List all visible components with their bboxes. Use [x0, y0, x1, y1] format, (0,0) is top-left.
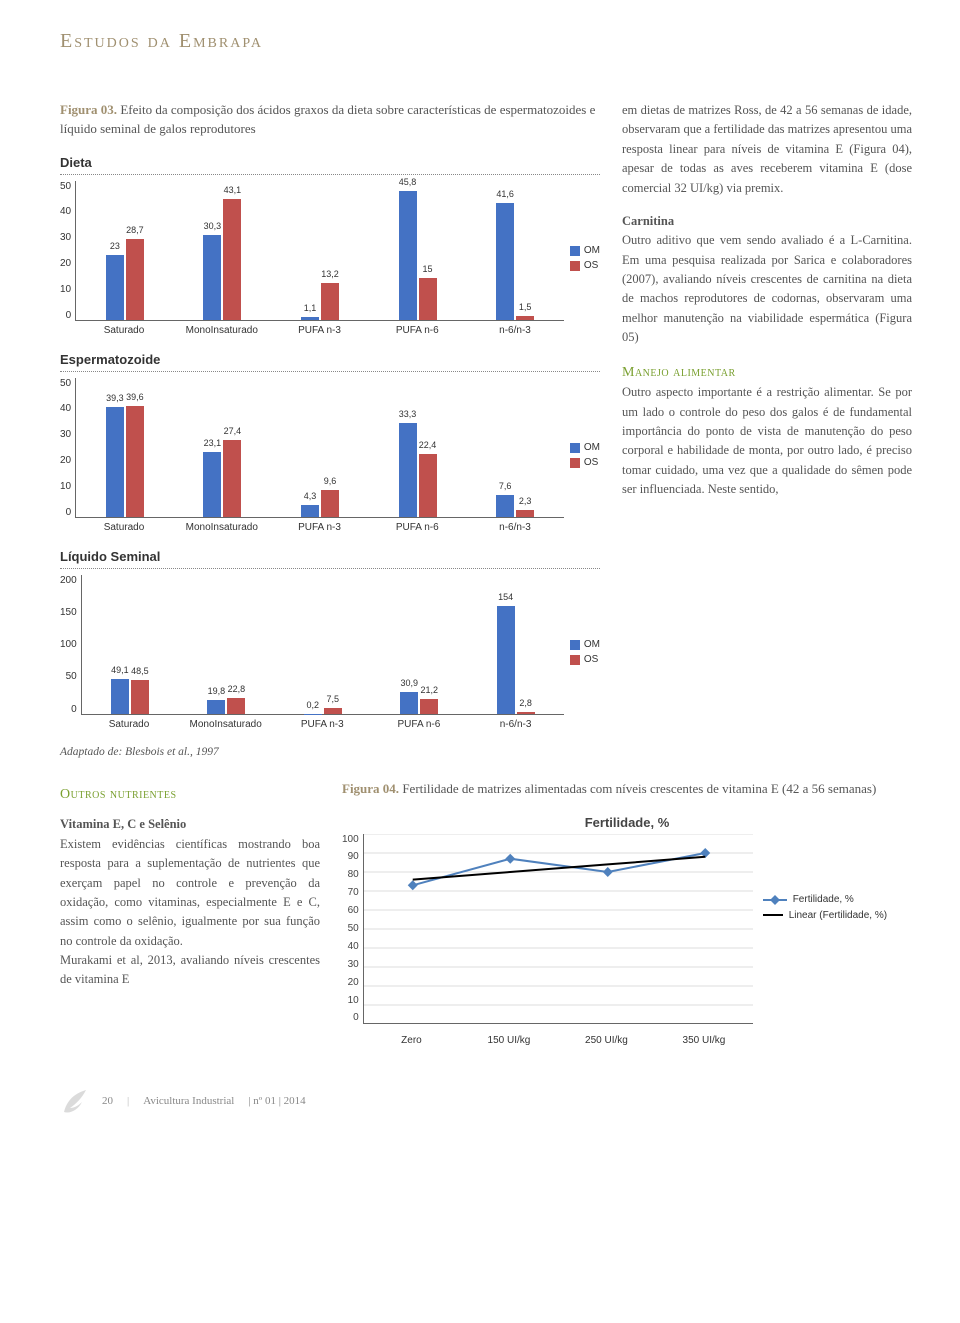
manejo-head: Manejo alimentar — [622, 362, 912, 384]
lower-p1: Existem evidências científicas mostrando… — [60, 835, 320, 951]
right-p1: em dietas de matrizes Ross, de 42 a 56 s… — [622, 101, 912, 198]
lower-p2: Murakami et al, 2013, avaliando níveis c… — [60, 951, 320, 990]
bar-om: 7,6 — [496, 495, 514, 516]
bar-om: 1,1 — [301, 317, 319, 320]
figure-4-lead: Figura 04. — [342, 781, 399, 796]
right-p2: Outro aditivo que vem sendo avaliado é a… — [622, 231, 912, 347]
bar-om: 30,3 — [203, 235, 221, 320]
source-caption: Adaptado de: Blesbois et al., 1997 — [60, 746, 600, 758]
bar-om: 41,6 — [496, 203, 514, 319]
figure-3-lead: Figura 03. — [60, 102, 117, 117]
figure-4-caption: Figura 04. Fertilidade de matrizes alime… — [342, 780, 912, 799]
bar-os: 13,2 — [321, 283, 339, 320]
bar-os: 22,4 — [419, 454, 437, 517]
bar-os: 9,6 — [321, 490, 339, 517]
figure-3-caption: Figura 03. Efeito da composição dos ácid… — [60, 101, 600, 139]
chart-dieta: Dieta504030201002328,730,343,11,113,245,… — [60, 155, 600, 336]
bar-os: 2,8 — [517, 712, 535, 714]
bar-om: 45,8 — [399, 191, 417, 319]
carnitina-head: Carnitina — [622, 212, 912, 231]
bar-om: 4,3 — [301, 505, 319, 517]
bar-om: 23 — [106, 255, 124, 319]
bar-om: 154 — [497, 606, 515, 714]
bar-os: 28,7 — [126, 239, 144, 319]
chart-title: Líquido Seminal — [60, 549, 600, 569]
lower-left-column: Outros nutrientes Vitamina E, C e Selêni… — [60, 780, 320, 1046]
bar-om: 49,1 — [111, 679, 129, 713]
bar-os: 39,6 — [126, 406, 144, 517]
bar-om: 33,3 — [399, 423, 417, 516]
figure-3-block: Figura 03. Efeito da composição dos ácid… — [60, 101, 600, 758]
right-p3: Outro aspecto importante é a restrição a… — [622, 383, 912, 499]
bar-os: 48,5 — [131, 680, 149, 714]
bar-om: 19,8 — [207, 700, 225, 714]
page-footer: 20 | Avicultura Industrial | nº 01 | 201… — [60, 1086, 912, 1116]
issue-info: | nº 01 | 2014 — [248, 1095, 305, 1107]
chart-title: Espermatozoide — [60, 352, 600, 372]
figure-4-text: Fertilidade de matrizes alimentadas com … — [402, 781, 876, 796]
vitamina-sub: Vitamina E, C e Selênio — [60, 815, 320, 834]
bar-os: 27,4 — [223, 440, 241, 517]
bar-os: 22,8 — [227, 698, 245, 714]
bar-om: 39,3 — [106, 407, 124, 517]
figure-3-text: Efeito da composição dos ácidos graxos d… — [60, 102, 595, 136]
chart-liquido: Líquido Seminal20015010050049,148,519,82… — [60, 549, 600, 730]
page-number: 20 — [102, 1095, 113, 1107]
section-header: Estudos da Embrapa — [60, 30, 912, 53]
bar-om: 23,1 — [203, 452, 221, 517]
bar-os: 15 — [419, 278, 437, 320]
chart-esperm: Espermatozoide5040302010039,339,623,127,… — [60, 352, 600, 533]
bar-os: 43,1 — [223, 199, 241, 320]
outros-head: Outros nutrientes — [60, 784, 320, 806]
magazine-name: Avicultura Industrial — [143, 1095, 234, 1107]
bird-icon — [60, 1086, 88, 1116]
bar-om: 30,9 — [400, 692, 418, 714]
bar-os: 7,5 — [324, 708, 342, 713]
bar-os: 21,2 — [420, 699, 438, 714]
figure-4-block: Figura 04. Fertilidade de matrizes alime… — [342, 780, 912, 1046]
bar-os: 2,3 — [516, 510, 534, 516]
right-text-column: em dietas de matrizes Ross, de 42 a 56 s… — [622, 101, 912, 758]
bar-os: 1,5 — [516, 316, 534, 320]
chart-title: Dieta — [60, 155, 600, 175]
chart-fertilidade: Fertilidade, %1009080706050403020100Zero… — [342, 815, 912, 1046]
